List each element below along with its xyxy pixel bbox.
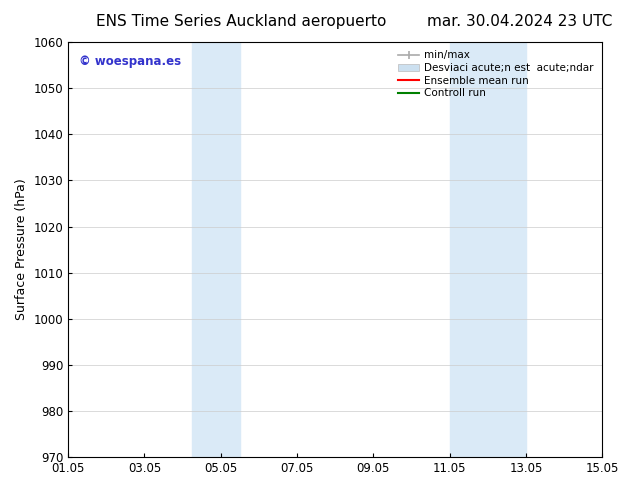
Legend: min/max, Desviaci acute;n est  acute;ndar, Ensemble mean run, Controll run: min/max, Desviaci acute;n est acute;ndar… [396,47,597,101]
Text: ENS Time Series Auckland aeropuerto: ENS Time Series Auckland aeropuerto [96,14,386,29]
Text: mar. 30.04.2024 23 UTC: mar. 30.04.2024 23 UTC [427,14,612,29]
Bar [450,42,526,457]
Bar [192,42,240,457]
Text: © woespana.es: © woespana.es [79,54,181,68]
Y-axis label: Surface Pressure (hPa): Surface Pressure (hPa) [15,179,28,320]
